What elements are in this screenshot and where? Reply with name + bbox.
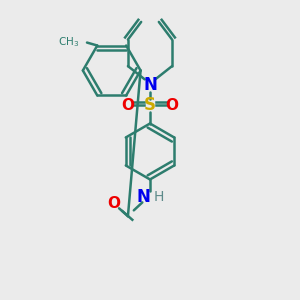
Text: N: N [136,188,151,206]
Text: O: O [166,98,178,113]
Text: O: O [122,98,134,113]
Text: H: H [154,190,164,204]
Text: N: N [143,76,157,94]
Text: O: O [107,196,120,211]
Text: S: S [144,96,156,114]
Text: CH$_3$: CH$_3$ [58,36,80,50]
